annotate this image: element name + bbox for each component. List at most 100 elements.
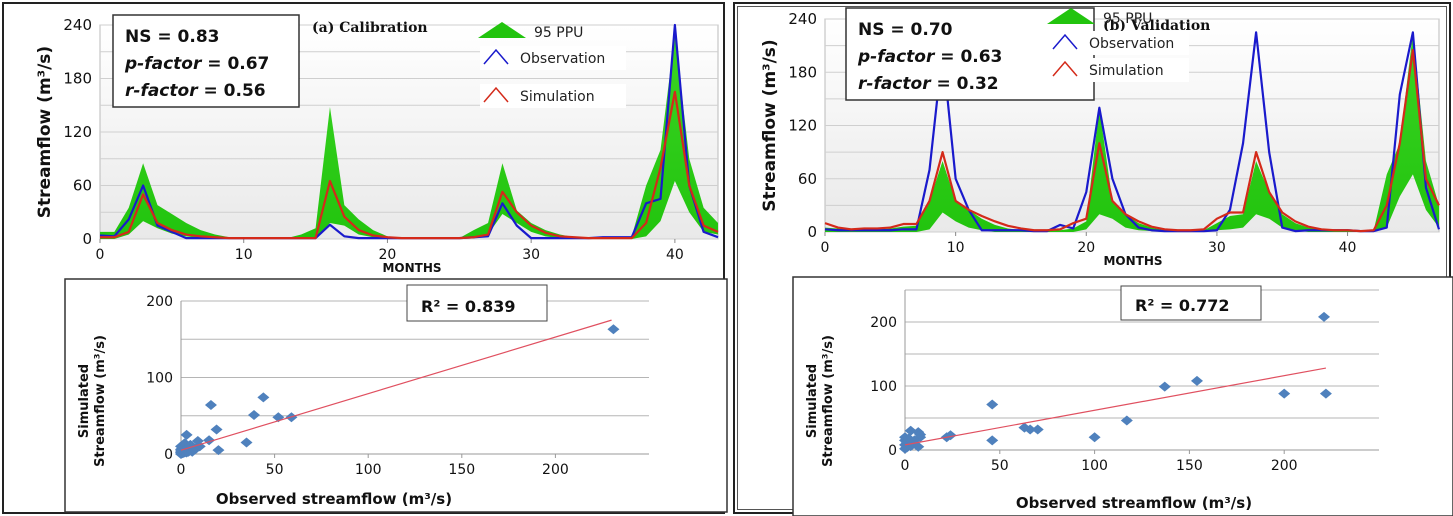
r2-box <box>1120 285 1262 321</box>
legend-obs-bg <box>480 46 626 70</box>
ppu-legend-icon <box>478 22 526 38</box>
y-tick-label: 200 <box>146 294 173 310</box>
x-tick-label: 100 <box>355 462 382 478</box>
scatter-point <box>1158 381 1171 392</box>
scatter-point <box>1190 375 1203 386</box>
y-tick-label: 60 <box>798 170 817 188</box>
r-factor-number: = 0.32 <box>931 74 999 94</box>
y-tick-label: 0 <box>807 223 817 241</box>
scatter-frame <box>64 278 728 513</box>
stats-box <box>112 14 300 108</box>
y-axis-title-line1: Simulated <box>805 364 820 438</box>
x-tick-label: 150 <box>1176 458 1203 474</box>
scatter-point <box>1024 424 1037 435</box>
scatter-point <box>986 435 999 446</box>
r-factor-number: = 0.56 <box>198 81 266 101</box>
x-tick-label: 200 <box>542 462 569 478</box>
validation-figure: 0 60 120 180 240 0 10 20 30 40 Streamflow (m³/s) MO… <box>760 7 1453 516</box>
scatter-point <box>204 400 217 411</box>
legend-simulation: Simulation <box>520 89 595 105</box>
x-tick-label: 100 <box>1081 458 1108 474</box>
simulation-legend-icon <box>483 86 509 103</box>
scatter-point <box>248 409 261 420</box>
scatter-point <box>1031 424 1044 435</box>
x-tick-label: 0 <box>901 458 910 474</box>
x-tick-label: 200 <box>1271 458 1298 474</box>
observation-legend-icon <box>1052 33 1078 50</box>
y-tick-label: 120 <box>788 117 817 135</box>
y-tick-label: 100 <box>870 379 897 395</box>
r-factor-label: r-factor <box>858 74 932 94</box>
p-factor-value: p-factor = 0.67 <box>124 54 269 74</box>
legend-sim-bg <box>480 84 626 108</box>
r-factor-value: r-factor = 0.56 <box>125 81 266 101</box>
scatter-point <box>1319 388 1332 399</box>
panel-title: (a) Calibration <box>312 20 428 36</box>
scatter-point <box>944 430 957 441</box>
scatter-point <box>1088 432 1101 443</box>
y-tick-label: 60 <box>73 177 92 195</box>
y-axis-title-line2: Streamflow (m³/s) <box>821 335 836 467</box>
x-tick-label: 10 <box>947 240 965 256</box>
x-tick-label: 40 <box>1339 240 1357 256</box>
r-factor-value: r-factor = 0.32 <box>858 74 999 94</box>
scatter-point <box>240 437 253 448</box>
r2-value: R² = 0.839 <box>421 297 515 316</box>
y-axis-title-line1: Simulated <box>77 364 92 438</box>
x-tick-label: 10 <box>235 247 253 263</box>
scatter-point <box>1278 388 1291 399</box>
x-tick-label: 30 <box>1208 240 1226 256</box>
y-tick-label: 0 <box>164 447 173 463</box>
observation-legend-icon <box>483 48 509 65</box>
scatter-point <box>210 424 223 435</box>
legend-observation: Observation <box>520 51 605 67</box>
x-tick-label: 0 <box>96 247 105 263</box>
scatter-point <box>257 392 270 403</box>
simulation-line <box>100 90 719 240</box>
x-tick-label: 50 <box>266 462 284 478</box>
calibration-panel: 0 60 120 180 240 0 10 20 30 40 Streamflow (m³/s) MO… <box>2 2 728 514</box>
x-tick-label: 0 <box>177 462 186 478</box>
calibration-figure: 0 60 120 180 240 0 10 20 30 40 Streamflow (m³/s) MO… <box>35 14 728 513</box>
r2-value: R² = 0.772 <box>1135 296 1229 315</box>
x-tick-label: 150 <box>448 462 475 478</box>
ppu-legend-icon <box>1047 8 1095 24</box>
p-factor-number: = 0.67 <box>201 54 269 74</box>
x-tick-label: 20 <box>1077 240 1095 256</box>
x-axis-title: Observed streamflow (m³/s) <box>1016 494 1252 512</box>
legend-simulation: Simulation <box>1089 63 1164 79</box>
y-axis-title: Streamflow (m³/s) <box>760 39 780 211</box>
x-tick-label: 30 <box>522 247 540 263</box>
y-tick-label: 240 <box>63 16 92 34</box>
x-axis-title: MONTHS <box>382 261 441 275</box>
panel-title: (b) Validation <box>1103 18 1210 34</box>
y-axis-title-line2: Streamflow (m³/s) <box>93 335 108 467</box>
legend-ppu: 95 PPU <box>534 25 583 41</box>
y-tick-label: 240 <box>788 10 817 28</box>
simulation-line <box>824 48 1440 233</box>
y-tick-label: 120 <box>63 123 92 141</box>
y-tick-label: 200 <box>870 315 897 331</box>
scatter-point <box>607 324 620 335</box>
scatter-point <box>914 429 927 440</box>
y-tick-label: 0 <box>888 443 897 459</box>
x-tick-label: 20 <box>379 247 397 263</box>
p-factor-number: = 0.63 <box>934 47 1002 67</box>
validation-panel: 0 60 120 180 240 0 10 20 30 40 Streamflow (m³/s) MO… <box>733 2 1453 516</box>
x-tick-label: 50 <box>991 458 1009 474</box>
trendline <box>180 319 612 451</box>
ns-value: NS = 0.83 <box>125 27 220 47</box>
scatter-point <box>904 425 917 436</box>
p-factor-label: p-factor <box>857 47 936 67</box>
x-axis-title: Observed streamflow (m³/s) <box>216 490 452 508</box>
ppu-band <box>100 33 718 240</box>
scatter-point <box>180 429 193 440</box>
y-axis-title: Streamflow (m³/s) <box>35 46 55 218</box>
r2-box <box>406 284 548 322</box>
y-tick-label: 180 <box>788 63 817 81</box>
ns-value: NS = 0.70 <box>858 20 953 40</box>
scatter-point <box>986 399 999 410</box>
r-factor-label: r-factor <box>125 81 199 101</box>
x-tick-label: 40 <box>666 247 684 263</box>
x-axis-title: MONTHS <box>1103 254 1162 268</box>
